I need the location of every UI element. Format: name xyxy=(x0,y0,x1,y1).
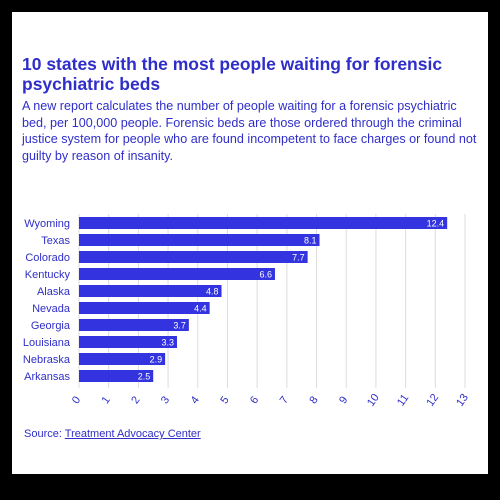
category-label: Arkansas xyxy=(24,371,70,383)
bar xyxy=(79,285,222,297)
bar xyxy=(79,217,448,229)
bar xyxy=(79,251,308,263)
value-label: 7.7 xyxy=(292,253,305,263)
x-tick-label: 6 xyxy=(248,394,261,406)
category-label: Nebraska xyxy=(23,354,71,366)
source-link[interactable]: Treatment Advocacy Center xyxy=(64,428,201,440)
category-label: Colorado xyxy=(25,252,70,264)
value-label: 2.5 xyxy=(138,372,151,382)
x-tick-label: 10 xyxy=(365,392,382,409)
value-label: 8.1 xyxy=(304,236,317,246)
source-line: Source: Treatment Advocacy Center xyxy=(24,428,201,440)
value-label: 3.7 xyxy=(173,321,186,331)
chart-subtitle: A new report calculates the number of pe… xyxy=(22,99,477,163)
x-tick-label: 4 xyxy=(189,394,202,406)
x-tick-label: 0 xyxy=(70,394,83,406)
x-tick-label: 3 xyxy=(159,394,172,406)
category-label: Kentucky xyxy=(25,269,71,281)
bar xyxy=(79,268,275,280)
category-label: Georgia xyxy=(31,320,71,332)
x-tick-label: 1 xyxy=(100,394,113,406)
x-tick-label: 2 xyxy=(129,394,142,406)
value-label: 12.4 xyxy=(427,219,445,229)
x-tick-label: 9 xyxy=(337,394,350,406)
value-label: 4.4 xyxy=(194,304,207,314)
value-label: 4.8 xyxy=(206,287,219,297)
category-label: Nevada xyxy=(32,303,71,315)
category-label: Louisiana xyxy=(23,337,71,349)
x-tick-label: 7 xyxy=(278,394,291,406)
bar xyxy=(79,353,166,365)
bar xyxy=(79,234,320,246)
bar xyxy=(79,319,189,331)
bar-chart: Wyoming 12.4 Texas 8.1 Colorado 7.7 Kentucky 6.… xyxy=(23,214,471,409)
x-tick-label: 12 xyxy=(424,392,441,409)
category-label: Wyoming xyxy=(24,218,70,230)
value-label: 3.3 xyxy=(161,338,174,348)
category-label: Texas xyxy=(41,235,70,247)
x-tick-label: 11 xyxy=(395,392,411,408)
bar xyxy=(79,302,210,314)
chart-title: 10 states with the most people waiting f… xyxy=(22,54,443,94)
chart-card: 10 states with the most people waiting f… xyxy=(12,12,488,474)
category-label: Alaska xyxy=(37,286,71,298)
source-prefix: Source: xyxy=(24,428,65,440)
x-tick-label: 5 xyxy=(218,394,231,406)
x-tick-label: 8 xyxy=(307,394,320,406)
x-tick-label: 13 xyxy=(454,392,471,409)
bar xyxy=(79,370,154,382)
value-label: 2.9 xyxy=(150,355,163,365)
bar xyxy=(79,336,177,348)
value-label: 6.6 xyxy=(259,270,272,280)
